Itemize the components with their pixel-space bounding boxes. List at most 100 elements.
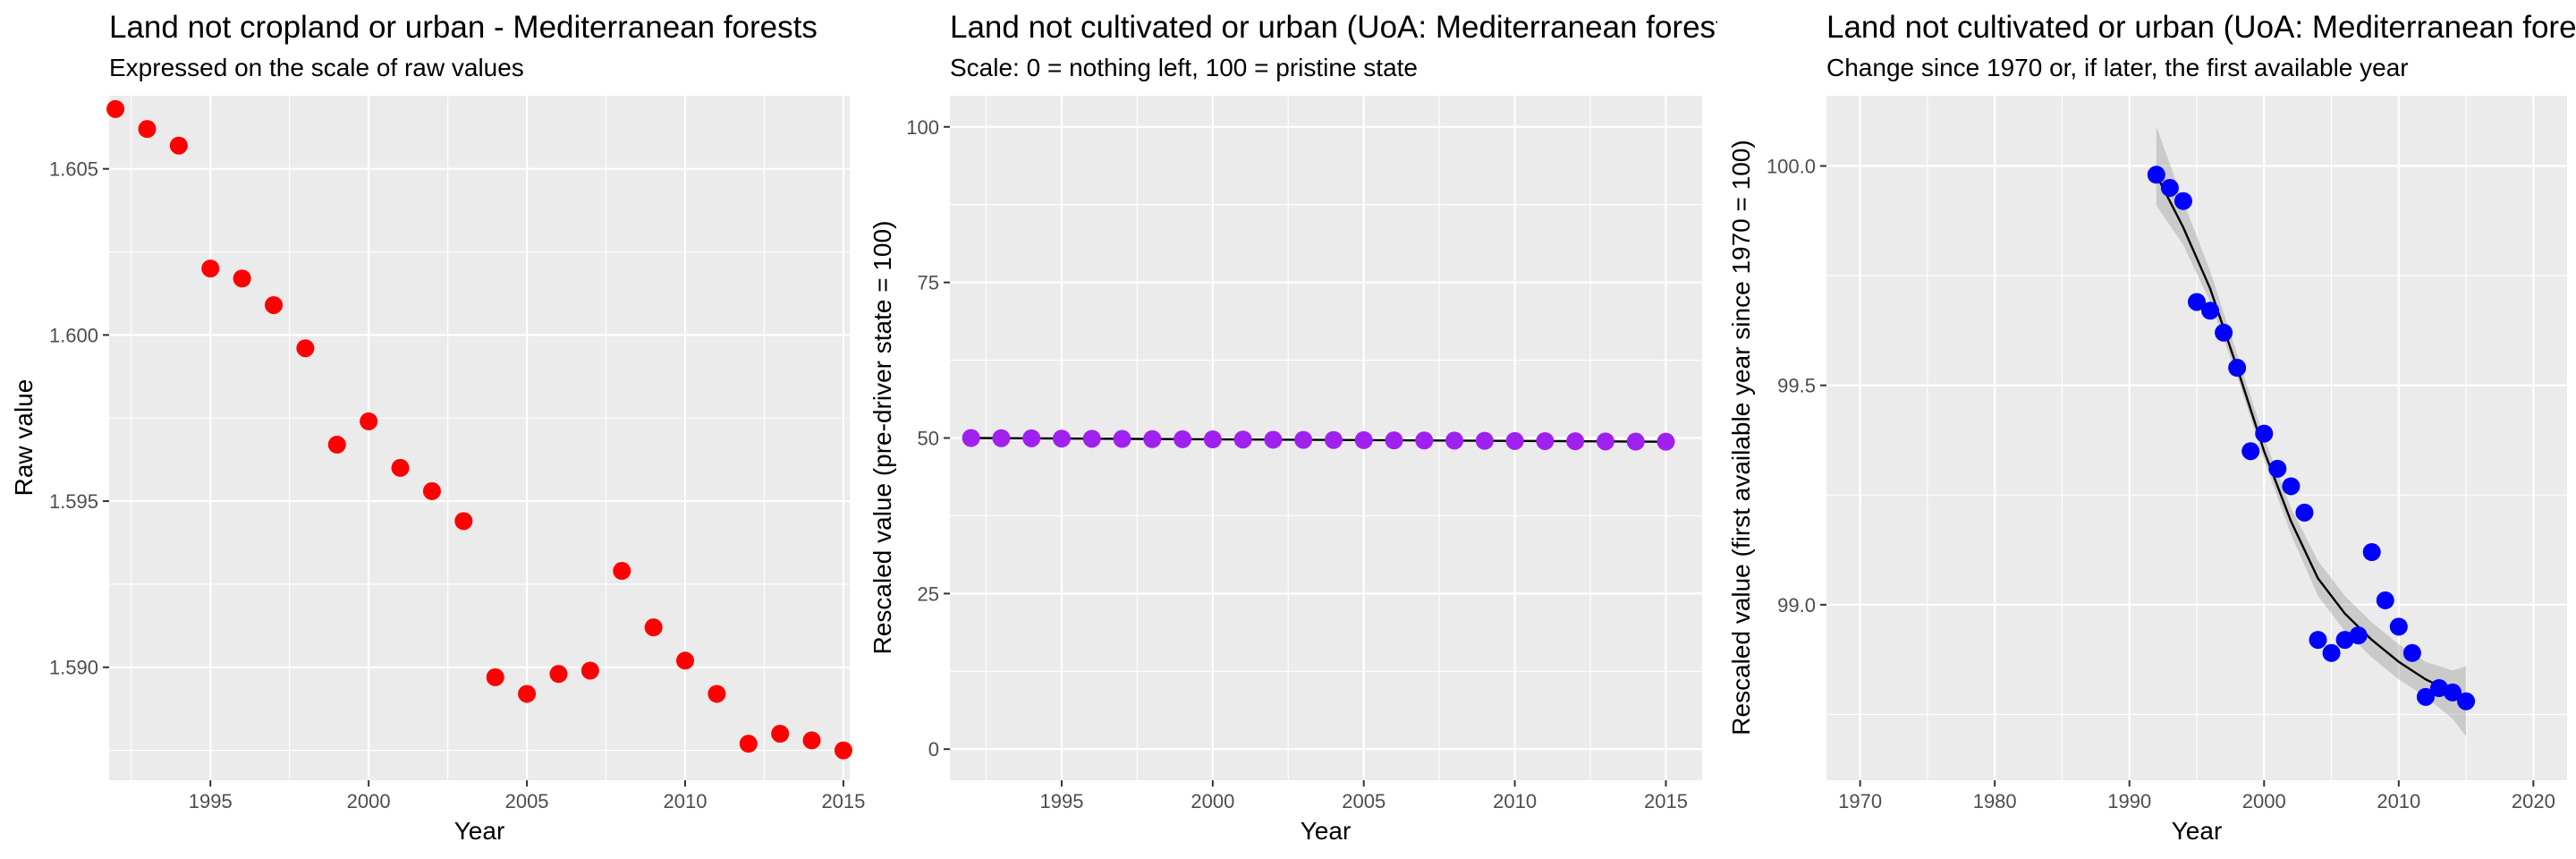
data-point	[233, 269, 251, 288]
panel-3-subtitle: Change since 1970 or, if later, the firs…	[1826, 54, 2409, 81]
panel-raw-values: Land not cropland or urban - Mediterrane…	[10, 10, 865, 845]
panel-3-y-tick-label: 99.5	[1777, 375, 1816, 397]
panel-3-title: Land not cultivated or urban (UoA: Medit…	[1826, 10, 2576, 45]
panel-1-x-tick-label: 1995	[189, 790, 233, 812]
panel-1-axes: 1995 2000 2005 2010 2015 1.590 1.595 1.600 1.605	[49, 158, 865, 812]
data-point	[2188, 293, 2206, 311]
data-point	[1566, 432, 1585, 451]
panel-2-y-tick-label: 50	[918, 428, 939, 450]
data-point	[549, 665, 568, 684]
data-point	[2416, 687, 2435, 706]
data-point	[613, 562, 631, 581]
data-point	[1657, 432, 1675, 451]
panel-2-marks	[962, 429, 1675, 451]
panel-1-y-axis-title: Raw value	[10, 379, 38, 497]
data-point	[201, 259, 220, 278]
data-point	[2147, 166, 2165, 184]
panel-3-x-tick-label: 2000	[2242, 790, 2286, 812]
panel-2-subtitle: Scale: 0 = nothing left, 100 = pristine …	[950, 54, 1418, 81]
data-point	[2457, 692, 2476, 710]
data-point	[2322, 643, 2341, 662]
data-point	[360, 412, 378, 430]
panel-2-y-tick-label: 0	[928, 738, 939, 761]
panel-1-x-tick-label: 2010	[664, 790, 708, 812]
panel-3-marks	[2147, 126, 2476, 737]
smooth-trend-line	[2155, 174, 2467, 698]
data-point	[1505, 431, 1524, 450]
data-point	[265, 295, 283, 314]
panel-3-x-tick-label: 1990	[2107, 790, 2151, 812]
data-point	[2402, 643, 2421, 662]
data-point	[676, 651, 694, 670]
data-point	[834, 741, 852, 760]
data-point	[1052, 430, 1071, 448]
data-point	[992, 429, 1011, 447]
data-point	[2444, 683, 2462, 702]
data-point	[802, 731, 821, 750]
panel-3-axes: 1970 1980 1990 2000 2010 2020 99.0 99.5 100.0	[1767, 155, 2555, 812]
data-point	[1324, 430, 1343, 449]
data-point	[2241, 442, 2260, 461]
data-point	[1354, 430, 1373, 449]
panel-2-y-tick-label: 25	[918, 583, 939, 605]
panel-3-y-tick-label: 100.0	[1767, 155, 1816, 177]
data-point	[1475, 431, 1494, 450]
data-point	[2282, 477, 2301, 496]
panel-2-title-clip: Land not cultivated or urban (UoA: Medit…	[950, 10, 1750, 45]
panel-2-x-tick-label: 1995	[1039, 790, 1083, 812]
panel-1-subtitle: Expressed on the scale of raw values	[109, 54, 524, 81]
data-point	[2309, 631, 2327, 650]
data-point	[422, 481, 441, 500]
panel-1-plot-area	[109, 96, 850, 780]
data-point	[644, 618, 663, 637]
panel-3-x-tick-label: 1970	[1838, 790, 1882, 812]
panel-3-x-tick-label: 2020	[2512, 790, 2555, 812]
data-point	[1233, 430, 1252, 449]
panel-1-x-tick-label: 2000	[347, 790, 391, 812]
data-point	[1264, 430, 1283, 449]
panel-3-y-tick-label: 99.0	[1777, 594, 1816, 617]
data-point	[106, 99, 125, 118]
panel-2-y-axis-title: Rescaled value (pre-driver state = 100)	[869, 221, 896, 655]
panel-1-x-axis-title: Year	[454, 817, 505, 845]
data-point	[1294, 430, 1313, 449]
data-point	[2201, 302, 2220, 320]
data-point	[2228, 359, 2247, 378]
panel-2-y-tick-label: 75	[918, 272, 939, 294]
panel-1-y-tick-label: 1.590	[49, 657, 98, 679]
data-point	[2174, 191, 2192, 210]
panel-2-y-tick-label: 100	[906, 116, 939, 139]
panel-3-title-clip: Land not cultivated or urban (UoA: Medit…	[1826, 10, 2576, 45]
data-point	[708, 685, 726, 703]
data-point	[2429, 679, 2448, 698]
data-point	[296, 339, 315, 358]
data-point	[962, 429, 980, 447]
data-point	[2376, 591, 2394, 609]
panel-3-x-tick-label: 2010	[2377, 790, 2420, 812]
data-point	[1143, 430, 1162, 448]
data-point	[1445, 431, 1464, 450]
panel-2-x-axis-title: Year	[1301, 817, 1352, 845]
panel-2-x-tick-label: 2010	[1493, 790, 1537, 812]
panel-3-grid	[1826, 96, 2567, 780]
panel-1-x-tick-label: 2005	[505, 790, 549, 812]
panel-1-y-tick-label: 1.605	[49, 158, 98, 181]
panel-1-title: Land not cropland or urban - Mediterrane…	[109, 10, 818, 45]
data-point	[169, 136, 188, 155]
data-point	[2268, 459, 2287, 478]
panel-change-since-1970: Land not cultivated or urban (UoA: Medit…	[1727, 10, 2576, 845]
panel-1-y-tick-label: 1.600	[49, 324, 98, 346]
data-point	[391, 458, 410, 477]
panel-1-y-tick-label: 1.595	[49, 490, 98, 513]
data-point	[2295, 503, 2314, 522]
data-point	[1536, 431, 1555, 450]
panel-3-x-tick-label: 1980	[1973, 790, 2017, 812]
data-point	[1203, 430, 1222, 449]
panel-3-y-axis-title: Rescaled value (first available year sin…	[1727, 140, 1755, 735]
panel-2-x-tick-label: 2015	[1644, 790, 1688, 812]
panel-2-title: Land not cultivated or urban (UoA: Medit…	[950, 10, 1750, 45]
data-point	[1385, 431, 1403, 450]
data-point	[2349, 626, 2368, 645]
data-point	[518, 685, 537, 703]
